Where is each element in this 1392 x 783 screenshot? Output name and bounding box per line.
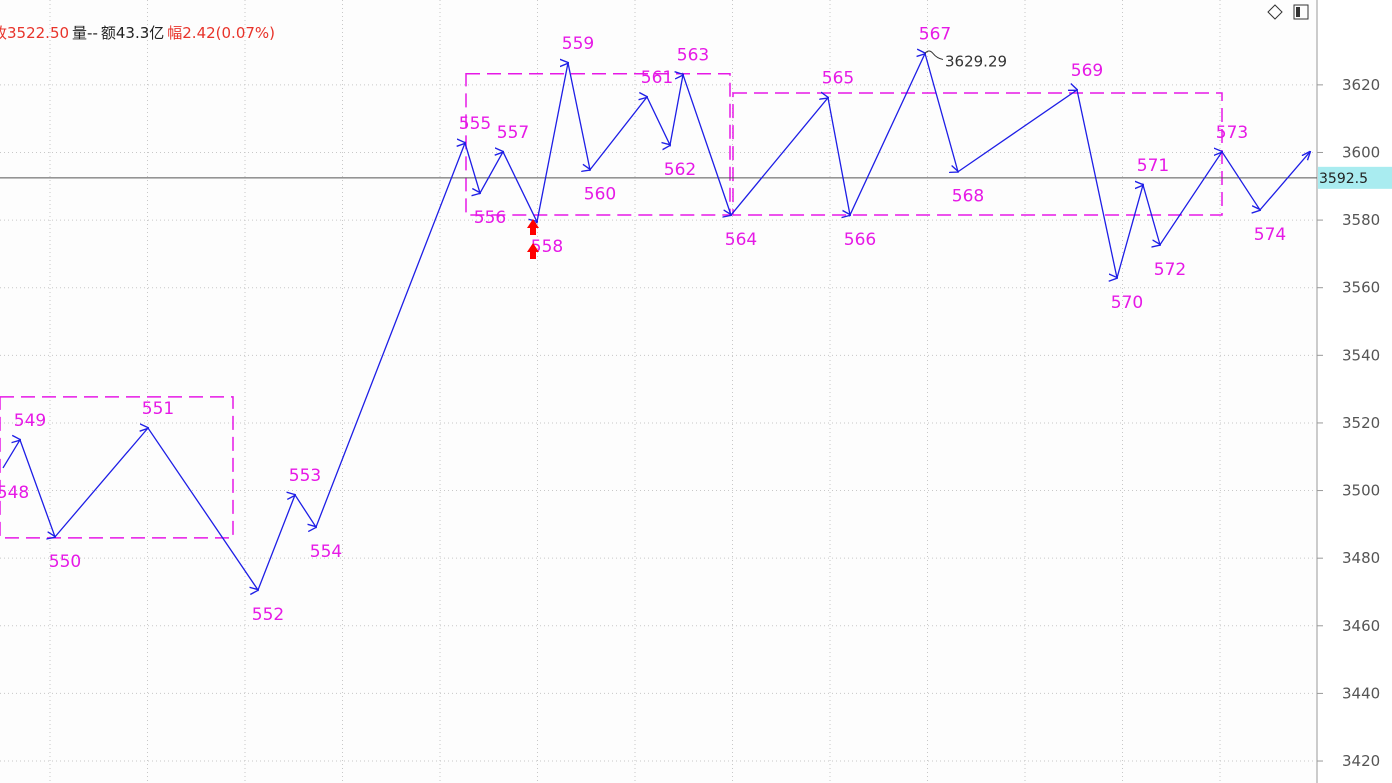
change: 幅2.42(0.07%) <box>167 24 276 42</box>
pivot-label: 550 <box>49 552 81 572</box>
pivot-label: 558 <box>531 237 563 257</box>
pivot-label: 560 <box>584 185 616 205</box>
panel-icon[interactable] <box>1293 4 1309 20</box>
y-tick-label: 3620 <box>1342 76 1380 94</box>
y-tick-label: 3520 <box>1342 414 1380 432</box>
pivot-label: 572 <box>1154 260 1186 280</box>
y-tick-label: 3460 <box>1342 617 1380 635</box>
annotation-leader <box>924 50 944 60</box>
pivot-label: 574 <box>1254 225 1286 245</box>
diamond-icon[interactable] <box>1267 4 1283 20</box>
pivot-label: 561 <box>641 68 673 88</box>
price-tag-label: 3592.5 <box>1319 171 1368 187</box>
pivot-label: 568 <box>952 187 984 207</box>
volume: 量-- <box>72 24 98 42</box>
pivot-label: 570 <box>1111 293 1143 313</box>
max-annotation: 3629.29 <box>945 52 1007 70</box>
pivot-label: 564 <box>725 230 757 250</box>
panel-icon-fill <box>1296 7 1300 17</box>
pivot-label: 554 <box>310 542 342 562</box>
axis-panel <box>1317 0 1392 783</box>
pivot-label: 552 <box>252 605 284 625</box>
pivot-label: 556 <box>474 208 506 228</box>
pivot-label: 548 <box>0 483 29 503</box>
y-tick-label: 3440 <box>1342 684 1380 702</box>
pivot-label: 549 <box>14 411 46 431</box>
pivot-label: 567 <box>919 24 951 44</box>
y-tick-label: 3560 <box>1342 279 1380 297</box>
pivot-label: 551 <box>142 399 174 419</box>
y-tick-label: 3500 <box>1342 482 1380 500</box>
pivot-label: 559 <box>562 34 594 54</box>
y-tick-label: 3600 <box>1342 143 1380 161</box>
price-tag <box>1318 166 1392 189</box>
amount: 额43.3亿 <box>100 24 165 42</box>
pivot-label: 563 <box>677 46 709 66</box>
pivot-label: 565 <box>822 69 854 89</box>
pivot-label: 553 <box>289 466 321 486</box>
y-tick-label: 3480 <box>1342 549 1380 567</box>
buy-arrow <box>527 243 539 259</box>
pivot-label: 569 <box>1071 61 1103 81</box>
pivot-label: 555 <box>459 114 491 134</box>
y-tick-label: 3540 <box>1342 346 1380 364</box>
y-tick-label: 3420 <box>1342 752 1380 770</box>
pivot-label: 566 <box>844 230 876 250</box>
buy-arrow <box>527 219 539 235</box>
zigzag-line <box>2 53 1310 590</box>
pivot-label: 571 <box>1137 156 1169 176</box>
pivot-label: 562 <box>664 160 696 180</box>
y-tick-label: 3580 <box>1342 211 1380 229</box>
close: 收3522.50 <box>0 24 70 42</box>
pivot-label: 573 <box>1216 123 1248 143</box>
pivot-label: 557 <box>497 123 529 143</box>
